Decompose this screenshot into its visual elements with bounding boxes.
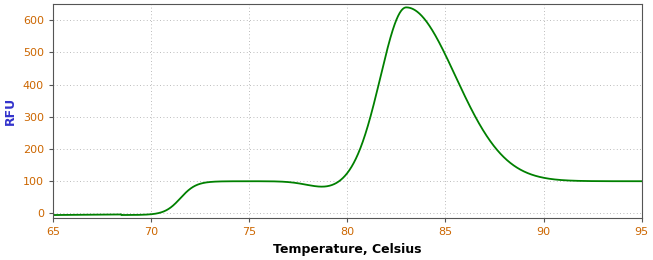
X-axis label: Temperature, Celsius: Temperature, Celsius (273, 243, 422, 256)
Y-axis label: RFU: RFU (4, 97, 17, 125)
